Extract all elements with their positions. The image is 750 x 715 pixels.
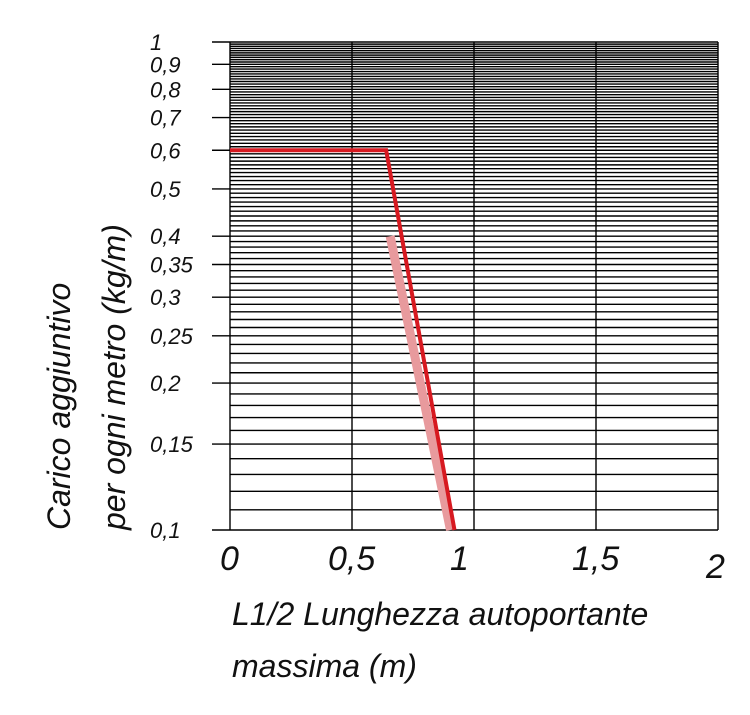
y-tick-label: 0,4 — [150, 224, 181, 249]
x-tick-label: 1,5 — [572, 540, 619, 578]
y-tick-label: 0,2 — [150, 371, 181, 396]
y-tick-label: 0,7 — [150, 106, 181, 131]
y-axis-label-line-1: Carico aggiuntivo — [41, 283, 77, 530]
series-line — [230, 148, 457, 531]
x-tick-label: 0 — [220, 540, 239, 578]
x-tick-label: 1 — [450, 540, 469, 578]
y-tick-label: 0,8 — [150, 77, 181, 102]
x-tick-label: 2 — [705, 548, 725, 586]
y-tick-labels: 10,90,8 0,7 0,6 0,5 0,4 0,35 0,3 0,25 0,2 0,15 0,1 — [150, 30, 194, 543]
y-tick-label: 1 — [150, 30, 162, 55]
y-tick-label: 0,6 — [150, 138, 181, 163]
series-shadow — [385, 235, 455, 531]
x-axis-label-line-1: L1/2 Lunghezza autoportante — [232, 596, 648, 632]
series-group — [230, 148, 457, 531]
x-tick-label: 0,5 — [328, 540, 375, 578]
y-tick-label: 0,35 — [150, 252, 194, 277]
y-tick-label: 0,15 — [150, 432, 194, 457]
y-tick-label: 0,25 — [150, 324, 194, 349]
x-tick-labels: 0 0,5 1 1,5 2 — [220, 540, 725, 586]
y-axis-label-line-2: per ogni metro (kg/m) — [96, 224, 132, 531]
y-tick-label: 0,5 — [150, 177, 181, 202]
y-tick-label: 0,9 — [150, 52, 181, 77]
grid — [212, 41, 719, 531]
y-tick-label: 0,1 — [150, 518, 181, 543]
x-axis-label-line-2: massima (m) — [232, 648, 417, 684]
y-tick-label: 0,3 — [150, 285, 181, 310]
